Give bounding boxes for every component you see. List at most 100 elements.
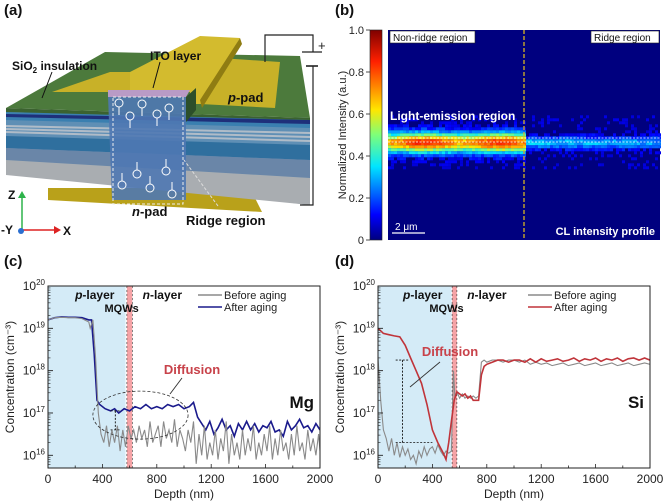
cl-pixel [571, 139, 574, 143]
cl-pixel [532, 139, 535, 143]
cl-pixel [607, 148, 610, 152]
cl-pixel [406, 130, 409, 134]
p-pad-label: p-pad [227, 90, 263, 105]
cl-pixel [469, 142, 472, 146]
cl-pixel [403, 157, 406, 161]
cl-pixel [646, 139, 649, 143]
cl-pixel [508, 136, 511, 140]
cl-pixel [574, 133, 577, 137]
cl-pixel [388, 142, 391, 146]
cl-pixel [388, 166, 391, 170]
cl-pixel [439, 151, 442, 155]
cl-pixel [481, 148, 484, 152]
cl-pixel [490, 154, 493, 158]
cl-pixel [457, 166, 460, 170]
cl-pixel [586, 142, 589, 146]
cl-pixel [508, 139, 511, 143]
cl-pixel [640, 142, 643, 146]
cl-pixel [415, 163, 418, 167]
element-label: Mg [289, 393, 314, 412]
light-emission-label: Light-emission region [390, 109, 515, 123]
cl-pixel [580, 148, 583, 152]
circuit-wire [264, 34, 314, 206]
cl-pixel [397, 157, 400, 161]
cl-pixel [484, 148, 487, 152]
cl-pixel [571, 142, 574, 146]
cl-pixel [490, 130, 493, 134]
cl-pixel [634, 166, 637, 170]
cl-pixel [451, 151, 454, 155]
cl-pixel [496, 154, 499, 158]
cl-pixel [430, 124, 433, 128]
cl-pixel [472, 139, 475, 143]
cl-pixel [448, 151, 451, 155]
cl-pixel [499, 130, 502, 134]
series-after-aging [378, 327, 650, 463]
cl-pixel [505, 148, 508, 152]
cl-pixel [433, 154, 436, 158]
x-tick-label: 800 [477, 472, 497, 486]
cl-pixel [553, 154, 556, 158]
cl-pixel [478, 151, 481, 155]
cl-pixel [487, 139, 490, 143]
cl-pixel [652, 133, 655, 137]
cl-pixel [553, 118, 556, 122]
cl-pixel [448, 133, 451, 137]
cl-pixel [511, 148, 514, 152]
cl-pixel [550, 118, 553, 122]
cl-pixel [649, 124, 652, 128]
cl-pixel [427, 157, 430, 161]
cl-pixel [595, 148, 598, 152]
cl-pixel [487, 124, 490, 128]
cl-pixel [454, 151, 457, 155]
cl-pixel [430, 148, 433, 152]
cl-pixel [514, 163, 517, 167]
cl-pixel [550, 139, 553, 143]
cl-pixel [430, 157, 433, 161]
cl-pixel [532, 148, 535, 152]
cl-pixel [505, 121, 508, 125]
cl-pixel [544, 133, 547, 137]
cl-pixel [451, 157, 454, 161]
cl-pixel [538, 148, 541, 152]
cl-pixel [463, 142, 466, 146]
cl-pixel [583, 142, 586, 146]
cl-pixel [457, 154, 460, 158]
cl-pixel [469, 130, 472, 134]
cl-pixel [601, 151, 604, 155]
cl-pixel [616, 145, 619, 149]
cl-pixel [580, 127, 583, 131]
cl-pixel [394, 148, 397, 152]
cl-pixel [646, 130, 649, 134]
cl-pixel [517, 166, 520, 170]
cl-pixel [433, 139, 436, 143]
cl-pixel [415, 139, 418, 143]
cl-pixel [451, 124, 454, 128]
cl-pixel [601, 133, 604, 137]
cl-pixel [505, 124, 508, 128]
cl-pixel [496, 124, 499, 128]
cl-pixel [613, 133, 616, 137]
cl-pixel [430, 121, 433, 125]
cl-pixel [529, 136, 532, 140]
cl-pixel [472, 142, 475, 146]
cl-pixel [517, 163, 520, 167]
cl-pixel [562, 139, 565, 143]
cl-pixel [598, 133, 601, 137]
cl-pixel [496, 127, 499, 131]
cl-pixel [424, 115, 427, 119]
cl-pixel [634, 130, 637, 134]
x-tick-label: 400 [92, 472, 112, 486]
cl-pixel [481, 142, 484, 146]
cl-pixel [421, 151, 424, 155]
cl-pixel [502, 130, 505, 134]
cl-pixel [424, 124, 427, 128]
cl-pixel [496, 148, 499, 152]
cl-pixel [475, 166, 478, 170]
cl-pixel [622, 148, 625, 152]
cl-pixel [658, 133, 661, 137]
y-tick-label: 1020 [23, 278, 46, 293]
cl-pixel [523, 130, 526, 134]
cl-pixel [430, 130, 433, 134]
p-layer-region [378, 286, 452, 468]
